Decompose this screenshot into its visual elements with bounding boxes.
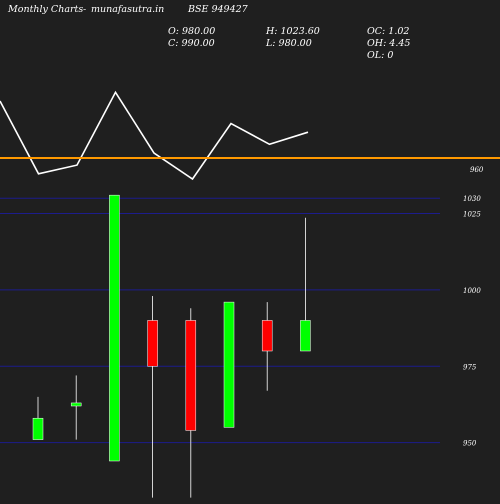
- line-panel: 960: [0, 90, 500, 181]
- candle-body-down: [147, 320, 158, 367]
- candle-body-up: [109, 194, 120, 462]
- oh-value: OH: 4.45: [367, 38, 410, 49]
- site-domain: munafasutra.in: [91, 4, 164, 15]
- ol-value: OL: 0: [367, 50, 393, 61]
- candle-body-up: [32, 417, 44, 440]
- marker-level-label: 960: [470, 166, 484, 174]
- close-value: C: 990.00: [168, 38, 215, 49]
- y-tick-label: 1030: [463, 195, 481, 203]
- site-separator: -: [83, 4, 86, 15]
- chart-header: Monthly Charts - munafasutra.in BSE 9494…: [7, 4, 410, 61]
- price-grid: 1030 1025 1000 975 950: [0, 195, 481, 448]
- candle-body-down: [185, 320, 197, 431]
- high-value: H: 1023.60: [265, 26, 320, 37]
- symbol-label: BSE 949427: [187, 4, 249, 15]
- candle-body-up: [70, 402, 82, 407]
- y-tick-label: 1025: [463, 211, 481, 219]
- price-line: [0, 90, 309, 181]
- open-value: O: 980.00: [168, 26, 215, 37]
- candle-body-up: [223, 301, 235, 428]
- candle-body-up: [300, 320, 311, 352]
- y-tick-label: 1000: [463, 287, 481, 295]
- low-value: L: 980.00: [265, 38, 312, 49]
- candle-body-down: [261, 320, 273, 352]
- oc-value: OC: 1.02: [367, 26, 409, 37]
- y-tick-label: 975: [463, 363, 477, 371]
- site-title: Monthly Charts: [7, 4, 83, 15]
- y-tick-label: 950: [463, 440, 477, 448]
- candlestick-series: [32, 194, 311, 498]
